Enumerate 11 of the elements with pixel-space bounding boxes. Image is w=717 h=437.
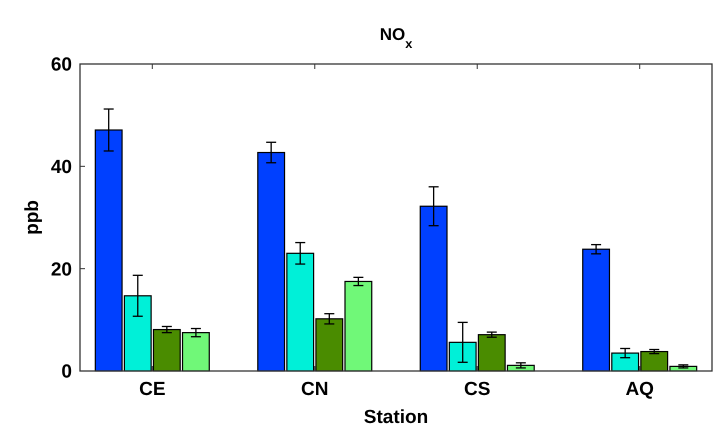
y-axis-title: ppb <box>22 200 43 235</box>
x-tick-label: CS <box>464 379 490 400</box>
y-tick-label: 20 <box>50 259 72 280</box>
y-tick-label: 40 <box>50 156 72 178</box>
y-tick-label: 60 <box>50 54 72 76</box>
y-tick-label: 0 <box>61 362 72 383</box>
x-tick-label: AQ <box>625 379 654 400</box>
x-axis-title: Station <box>364 407 428 428</box>
x-tick-label: CE <box>139 379 166 400</box>
x-tick-label: CN <box>301 379 328 400</box>
chart-title: NO$_{x}$ <box>380 25 412 50</box>
